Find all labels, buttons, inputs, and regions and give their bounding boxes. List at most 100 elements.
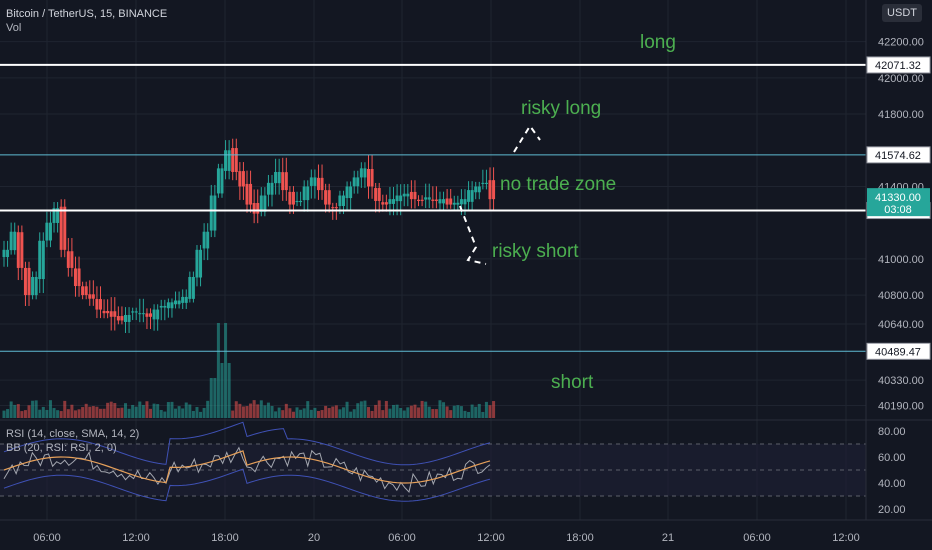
volume-bar (149, 408, 153, 418)
candle-body (427, 197, 431, 200)
volume-bar (13, 404, 17, 418)
price-tick-label: 40800.00 (878, 290, 924, 302)
candlesticks (2, 138, 496, 334)
volume-bar (442, 402, 446, 418)
volume-bar (16, 404, 20, 418)
volume-bar (20, 411, 24, 418)
volume-bar (70, 404, 74, 418)
candle-body (116, 316, 120, 321)
volume-bar (188, 404, 192, 418)
candle-body (145, 313, 149, 317)
candle-body (452, 202, 456, 205)
price-levels[interactable] (0, 63, 866, 352)
candle-body (484, 182, 488, 184)
bb-upper-band (3, 421, 491, 466)
price-tick-label: 40190.00 (878, 401, 924, 413)
candle-body (163, 305, 167, 308)
volume-bar (120, 407, 124, 418)
volume-bar (263, 405, 267, 418)
volume-bar (59, 411, 63, 418)
volume-bar (352, 409, 356, 418)
volume-bar (177, 406, 181, 418)
volume-bar (31, 400, 35, 418)
candle-body (270, 182, 274, 195)
volume-bar (159, 409, 163, 418)
candle-body (313, 177, 317, 186)
candle-body (188, 276, 192, 299)
candle-body (131, 311, 135, 313)
candle-body (199, 249, 203, 278)
level-price-tags: 42071.3241574.6241266.9540489.4741330.00… (866, 56, 931, 360)
candle-body (63, 206, 67, 250)
time-tick-label: 06:00 (743, 532, 771, 544)
volume-bar (406, 407, 410, 418)
level-tag-label: 40489.47 (875, 346, 921, 358)
volume-bar (377, 400, 381, 418)
candle-body (152, 309, 156, 320)
rsi-label[interactable]: RSI (14, close, SMA, 14, 2) (6, 428, 140, 440)
volume-bar (98, 408, 102, 418)
time-tick-label: 20 (308, 532, 320, 544)
price-tick-label: 41800.00 (878, 109, 924, 121)
candle-body (23, 267, 27, 296)
volume-bar (427, 406, 431, 418)
rsi-axis: 20.00 40.00 60.00 80.00 (878, 426, 906, 516)
currency-button[interactable]: USDT (882, 4, 922, 22)
candle-body (27, 267, 31, 296)
candle-body (434, 199, 438, 201)
candle-body (216, 168, 220, 194)
candle-body (206, 231, 210, 249)
volume-bar (338, 409, 342, 418)
volume-bar (245, 406, 249, 418)
volume-bar (231, 410, 235, 418)
candle-body (309, 177, 313, 186)
candle-body (327, 190, 331, 205)
candle-body (159, 305, 163, 308)
rsi-tick-label: 20.00 (878, 504, 906, 516)
candle-body (106, 310, 110, 314)
price-tick-label: 40330.00 (878, 375, 924, 387)
candle-body (445, 198, 449, 205)
candle-body (38, 240, 42, 280)
volume-bar (488, 405, 492, 418)
candle-body (399, 195, 403, 202)
symbol-title[interactable]: Bitcoin / TetherUS, 15, BINANCE (6, 8, 168, 20)
level-tag-label: 41574.62 (875, 150, 921, 162)
time-tick-label: 18:00 (211, 532, 239, 544)
candle-body (274, 171, 278, 184)
volume-bar (249, 403, 253, 418)
volume-bar (48, 400, 52, 418)
countdown-label: 03:08 (884, 204, 912, 216)
candle-body (377, 188, 381, 201)
volume-bar (417, 407, 421, 418)
level-tag-box (866, 56, 931, 74)
candle-body (84, 286, 88, 296)
bb-label[interactable]: BB (20, RSI: RSI, 2, 0) (6, 442, 117, 454)
candle-body (174, 300, 178, 305)
price-axis[interactable]: 40190.00 40330.00 40640.00 40800.00 41000.00… (878, 37, 924, 413)
annotation-no-trade-zone: no trade zone (500, 174, 617, 195)
candle-body (266, 182, 270, 195)
volume-bar (141, 404, 145, 418)
candle-body (438, 199, 442, 204)
volume-bar (392, 404, 396, 418)
time-axis[interactable]: 06:00 12:00 18:00 20 06:00 12:00 18:00 21 06:00 1… (33, 532, 860, 544)
candle-body (70, 251, 74, 268)
time-tick-label: 06:00 (388, 532, 416, 544)
volume-bar (309, 409, 313, 418)
time-tick-label: 12:00 (832, 532, 860, 544)
volume-bar (320, 410, 324, 418)
candle-body (431, 199, 435, 201)
candle-body (213, 195, 217, 231)
candle-body (2, 249, 6, 258)
volume-bar (116, 408, 120, 418)
volume-bar (284, 403, 288, 418)
volume-bar (445, 406, 449, 418)
volume-bar (184, 402, 188, 418)
volume-bar (191, 410, 195, 418)
candle-body (134, 311, 138, 313)
volume-bar (206, 400, 210, 418)
annotation-short: short (551, 372, 594, 393)
volume-bar (209, 378, 213, 418)
